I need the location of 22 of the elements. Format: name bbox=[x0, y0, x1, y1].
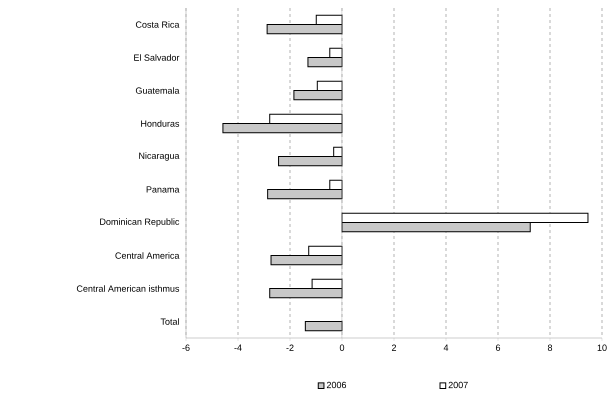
legend-label: 2007 bbox=[448, 382, 468, 388]
x-tick-label: -2 bbox=[286, 344, 294, 351]
x-tick-label: 10 bbox=[598, 344, 607, 351]
x-tick-label: 6 bbox=[496, 344, 500, 351]
y-tick-label: El Salvador bbox=[134, 54, 180, 61]
x-tick-label: -6 bbox=[182, 344, 190, 351]
y-tick-label: Costa Rica bbox=[136, 21, 180, 28]
y-tick-label: Panama bbox=[146, 186, 180, 193]
y-tick-label: Central American isthmus bbox=[76, 285, 180, 292]
x-tick-label: 8 bbox=[548, 344, 552, 351]
y-tick-label: Total bbox=[160, 318, 179, 325]
y-tick-label: Honduras bbox=[141, 120, 180, 127]
legend-label: 2006 bbox=[326, 382, 346, 388]
bar bbox=[304, 321, 343, 332]
x-tick-label: 0 bbox=[340, 344, 344, 351]
y-tick-label: Nicaragua bbox=[139, 152, 180, 161]
y-tick-label: Central America bbox=[115, 252, 180, 259]
x-tick-label: 4 bbox=[444, 344, 448, 351]
x-tick-label: -4 bbox=[234, 344, 242, 351]
x-tick-label: 2 bbox=[392, 344, 396, 351]
y-tick-label: Dominican Republic bbox=[100, 218, 180, 227]
y-tick-label: Guatemala bbox=[136, 87, 180, 94]
